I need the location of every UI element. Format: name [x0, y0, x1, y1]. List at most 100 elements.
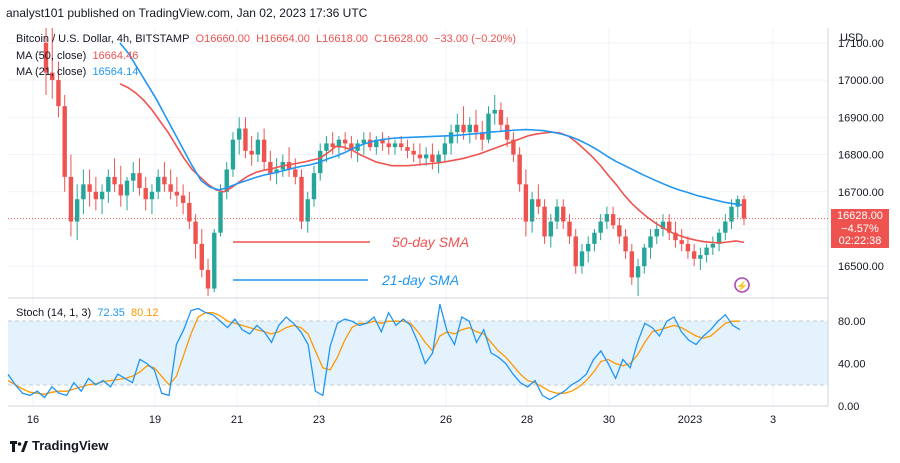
candle-body: [741, 199, 747, 219]
candle-body: [112, 176, 117, 185]
symbol-legend: Bitcoin / U.S. Dollar, 4h, BITSTAMP O166…: [16, 33, 516, 45]
time-tick-label: 28: [521, 414, 533, 426]
stoch-tick-label: 0.00: [838, 401, 859, 413]
stoch-k-line: [7, 304, 741, 401]
candle-body: [386, 143, 391, 148]
ma21-legend[interactable]: MA (21, close) 16564.14: [16, 66, 138, 78]
candle-body: [579, 251, 585, 267]
candle-body: [585, 243, 591, 252]
candle-body: [642, 247, 647, 267]
candle-body: [654, 229, 659, 237]
candle-body: [106, 176, 111, 192]
candle-body: [99, 191, 105, 200]
price-tick-label: 16800.00: [838, 150, 884, 162]
axes: 16500.0016600.0016700.0016800.0016900.00…: [8, 28, 884, 426]
price-tick-label: 17000.00: [838, 75, 884, 87]
candle-body: [567, 221, 572, 237]
candle-body: [81, 184, 86, 200]
candle-body: [442, 143, 448, 155]
candle-body: [249, 150, 254, 155]
ma50-line: [119, 83, 745, 244]
candle-body: [180, 195, 186, 203]
stoch-d-line: [7, 312, 740, 395]
candle-body: [87, 184, 92, 192]
candle-body: [617, 225, 622, 237]
last-price: 16628.00: [837, 210, 883, 222]
candle-body: [604, 214, 610, 222]
ma50-legend[interactable]: MA (50, close) 16664.46: [16, 50, 138, 62]
candle-body: [635, 266, 641, 278]
candle-body: [498, 109, 504, 125]
ohlc-change: −33.00 (−0.20%): [434, 33, 517, 45]
stoch-series: [7, 304, 741, 401]
candle-body: [293, 169, 298, 177]
ohlc-low: L16618.00: [316, 33, 369, 45]
anno-50-label: 50-day SMA: [392, 234, 469, 250]
price-tick-label: 16700.00: [838, 187, 884, 199]
brand[interactable]: TradingView: [10, 438, 108, 453]
candle-body: [667, 221, 672, 233]
candle-body: [691, 251, 697, 259]
candle-body: [349, 143, 354, 151]
candle-body: [118, 184, 123, 196]
tradingview-logo-icon: [10, 440, 28, 453]
candle-body: [542, 206, 547, 237]
time-tick-label: 23: [313, 414, 325, 426]
publish-header: analyst101 published on TradingView.com,…: [6, 6, 368, 20]
candle-body: [342, 139, 348, 144]
brand-name: TradingView: [32, 438, 109, 453]
candle-body: [143, 188, 148, 200]
candle-body: [255, 139, 261, 155]
candle-body: [274, 169, 279, 174]
stoch-legend[interactable]: Stoch (14, 1, 3) 72.35 80.12: [16, 307, 159, 319]
symbol-name: Bitcoin / U.S. Dollar, 4h, BITSTAMP: [16, 33, 190, 45]
candle-body: [268, 162, 273, 174]
candle-body: [131, 173, 136, 181]
candle-body: [212, 232, 217, 289]
candle-body: [218, 191, 223, 233]
currency-label: USD: [840, 32, 864, 44]
candle-body: [330, 143, 335, 148]
candle-body: [436, 154, 441, 162]
candle-body: [374, 139, 379, 148]
candle-body: [286, 162, 292, 170]
event-marker[interactable]: [734, 277, 750, 293]
candle-body: [561, 206, 566, 222]
candle-body: [193, 221, 198, 244]
stoch-tick-label: 40.00: [838, 359, 866, 371]
candle-body: [137, 173, 142, 189]
candle-body: [455, 124, 460, 133]
ma21-line: [119, 42, 743, 206]
candle-body: [155, 176, 161, 192]
candle-body: [648, 236, 653, 248]
candle-body: [548, 221, 554, 237]
bar-countdown: 02:22:38: [838, 235, 882, 247]
candle-body: [448, 132, 454, 144]
candle-body: [629, 251, 635, 278]
candle-body: [174, 191, 180, 196]
candle-body: [205, 269, 211, 289]
ma50-label: MA (50, close): [16, 50, 87, 62]
candle-body: [236, 128, 242, 140]
stoch-k-value: 72.35: [97, 307, 125, 319]
candle-body: [199, 243, 205, 270]
time-tick-label: 3: [770, 414, 776, 426]
candle-body: [660, 221, 666, 229]
candle-body: [56, 80, 61, 107]
candle-body: [729, 206, 734, 222]
candle-body: [430, 154, 435, 162]
candle-body: [723, 221, 728, 233]
candle-body: [735, 199, 740, 207]
candle-body: [324, 143, 329, 151]
anno-21-label: 21-day SMA: [381, 272, 459, 288]
candle-body: [311, 173, 317, 200]
candle-body: [399, 143, 404, 148]
candle-body: [523, 184, 529, 222]
candle-body: [673, 232, 678, 241]
annotations: 50-day SMA 21-day SMA: [233, 234, 469, 288]
candle-body: [50, 72, 55, 81]
candle-body: [392, 143, 398, 148]
candle-body: [492, 109, 497, 114]
candle-body: [536, 199, 541, 207]
